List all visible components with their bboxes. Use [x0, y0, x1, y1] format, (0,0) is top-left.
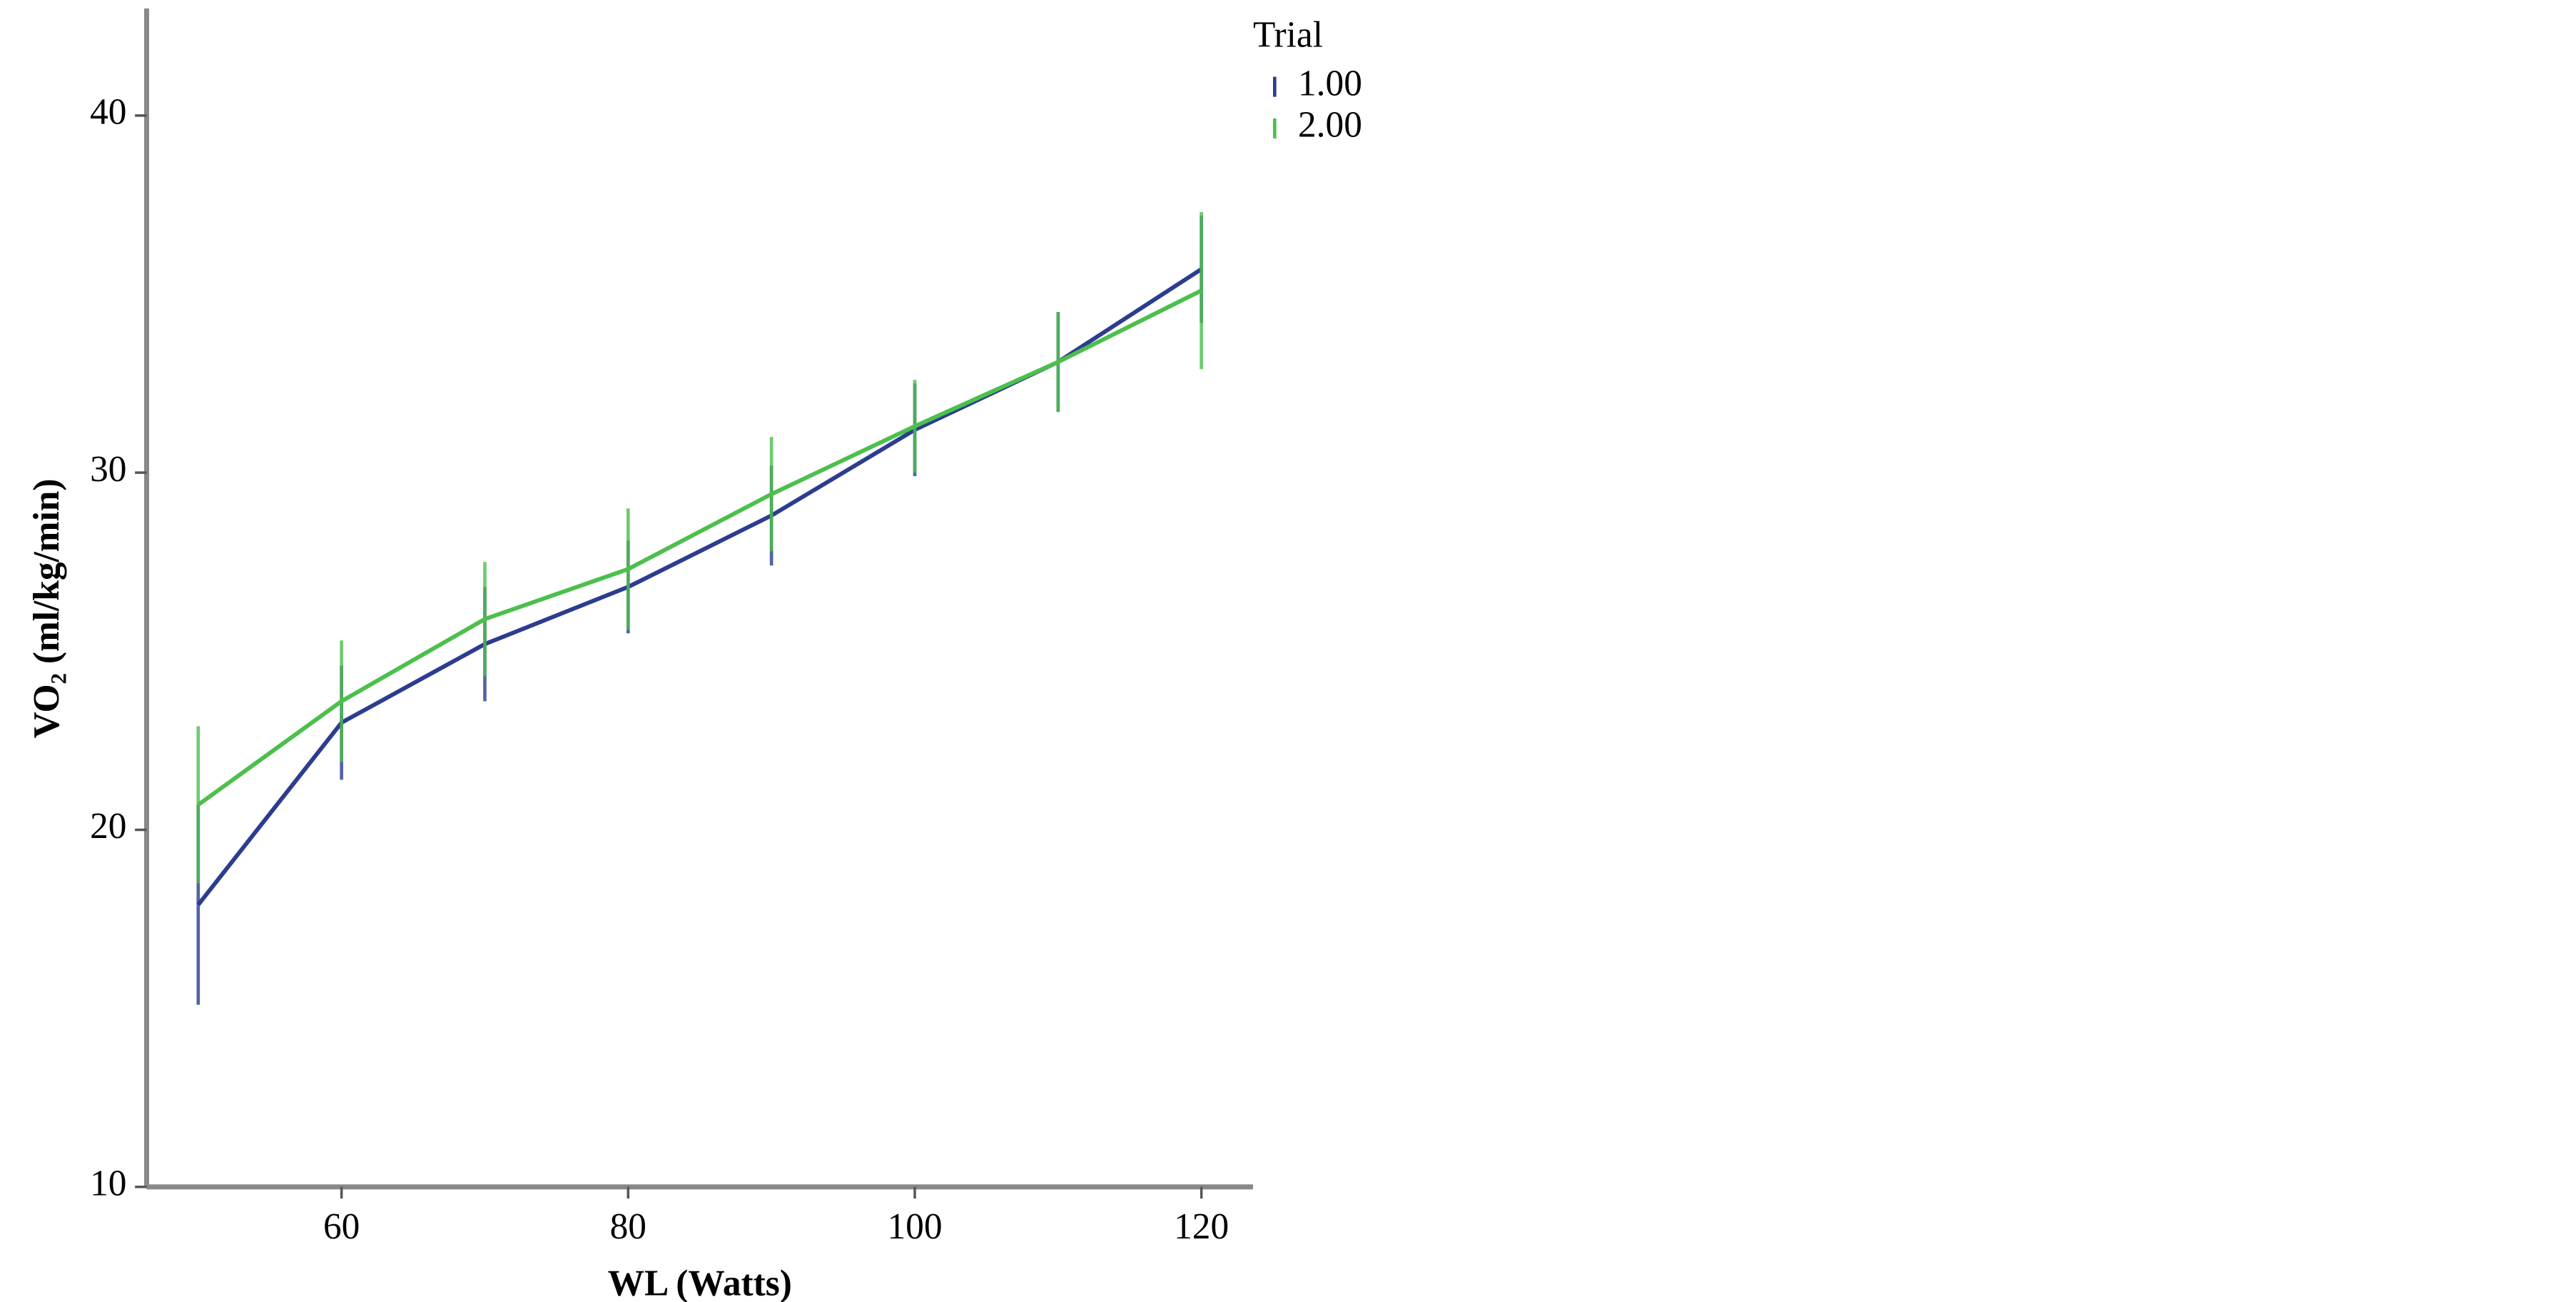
legend-label: 2.00	[1298, 105, 1362, 146]
x-tick-label: 80	[610, 1206, 646, 1247]
x-tick-label: 120	[1174, 1206, 1229, 1247]
y-axis-label: VO₂ (ml/kg/min)	[26, 479, 67, 739]
y-tick-label: 10	[90, 1164, 126, 1204]
legend-label: 1.00	[1298, 63, 1362, 104]
y-tick-label: 30	[90, 449, 126, 490]
x-axis-label: WL (Watts)	[608, 1263, 792, 1302]
x-tick-label: 60	[323, 1206, 360, 1247]
x-tick-label: 100	[887, 1206, 942, 1247]
legend-title: Trial	[1253, 15, 1323, 56]
y-tick-label: 40	[90, 92, 126, 133]
series-line	[197, 288, 1202, 807]
y-tick-label: 20	[90, 806, 126, 847]
